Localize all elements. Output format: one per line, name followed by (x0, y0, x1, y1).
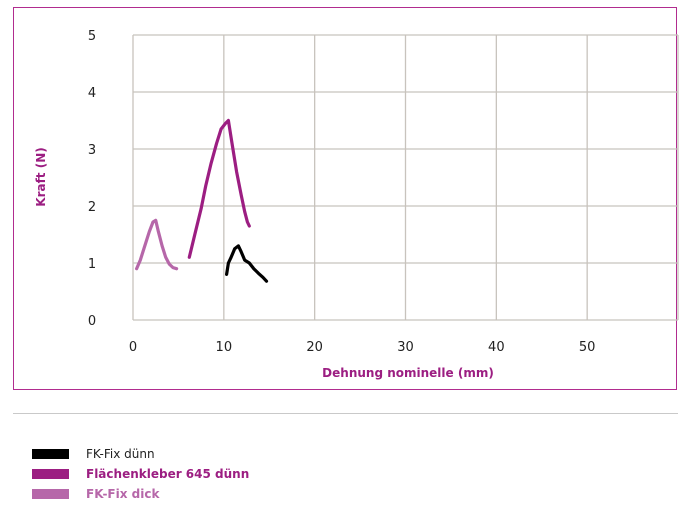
legend-swatch (32, 448, 69, 459)
y-tick-label: 2 (88, 200, 96, 215)
x-tick-label: 40 (488, 340, 505, 355)
y-tick-label: 0 (88, 314, 96, 329)
legend-label: FK-Fix dick (86, 486, 160, 501)
legend-label: Flächenkleber 645 dünn (86, 466, 250, 481)
chart-frame (13, 7, 677, 390)
legend-item-fk-fix-dick: FK-Fix dick (32, 484, 249, 503)
legend-item-fk-fix-duenn: FK-Fix dünn (32, 444, 249, 463)
legend-swatch (32, 468, 69, 479)
x-tick-label: 10 (216, 340, 233, 355)
legend-label: FK-Fix dünn (86, 446, 155, 461)
x-tick-label: 20 (306, 340, 323, 355)
separator-line (13, 413, 678, 414)
y-tick-label: 5 (88, 29, 96, 44)
x-tick-label: 50 (579, 340, 596, 355)
x-tick-label: 30 (397, 340, 414, 355)
x-axis-label: Dehnung nominelle (mm) (322, 366, 494, 380)
legend-swatch (32, 488, 69, 499)
y-tick-label: 4 (88, 86, 96, 101)
y-tick-label: 3 (88, 143, 96, 158)
series-line (187, 118, 251, 259)
y-axis-label: Kraft (N) (34, 147, 48, 206)
y-tick-label: 1 (88, 257, 96, 272)
legend: FK-Fix dünn Flächenkleber 645 dünn FK-Fi… (32, 444, 249, 504)
legend-item-flaechenkleber-645-duenn: Flächenkleber 645 dünn (32, 464, 249, 483)
series-line (135, 218, 179, 271)
series-line (225, 244, 269, 283)
x-tick-label: 0 (129, 340, 137, 355)
